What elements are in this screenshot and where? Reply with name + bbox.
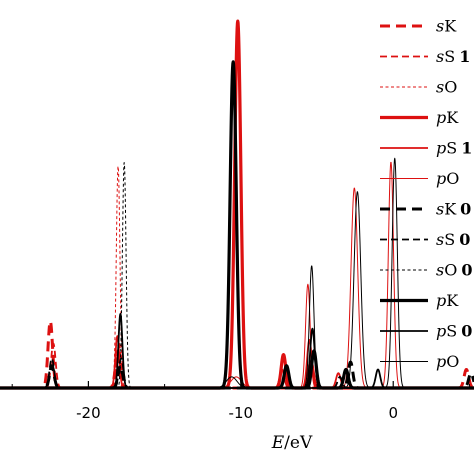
legend-label: pK [436,108,459,127]
series-line-8 [0,357,474,389]
x-tick-label: -10 [229,404,254,422]
legend-label: sO [436,78,457,97]
series-line-5 [0,335,474,389]
legend-label: sO 0 [436,261,472,280]
x-axis-label-variable: E [271,433,285,453]
series-layer [0,19,474,390]
series-line-7 [0,360,474,390]
legend-label: pO [436,169,459,188]
legend-label: pK [436,291,459,310]
x-axis-label: E/eV [271,433,313,453]
x-tick-label: 0 [388,404,398,422]
legend-label: sK [436,17,457,36]
legend-label: sK 0 [436,200,471,219]
legend-label: sS 1 [436,47,470,66]
legend: sK sS 1 sO pK pS 1 pO sK 0 sS 0 sO 0 pK pS 0 pO [380,17,472,371]
x-axis: -20 -10 0 [0,381,474,422]
x-axis-label-unit: /eV [284,433,313,453]
legend-label: pS 0 [436,322,472,341]
legend-label: pO [436,352,459,371]
legend-label: sS 0 [436,230,470,249]
x-tick-label: -20 [76,404,101,422]
legend-label: pS 1 [436,139,472,158]
